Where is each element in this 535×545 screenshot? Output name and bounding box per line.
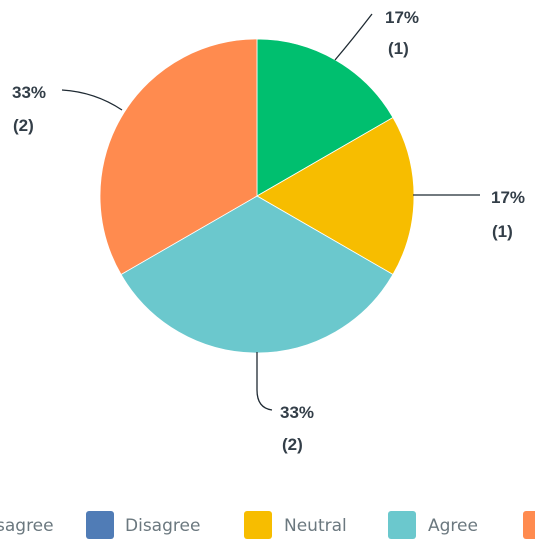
pie-slices xyxy=(99,38,415,354)
slice-1-percent-label: 17% xyxy=(385,8,419,27)
leader-line-slice-4 xyxy=(61,89,123,111)
legend-label-strongly-disagree: sagree xyxy=(0,516,54,536)
slice-3-count-label: (2) xyxy=(282,435,303,454)
slice-3-percent-label: 33% xyxy=(280,403,314,422)
slice-1-count-label: (1) xyxy=(388,39,409,58)
pie-slice-2 xyxy=(256,116,415,276)
legend: sagree Disagree Neutral Agree xyxy=(0,511,535,539)
leader-line-slice-1 xyxy=(334,13,373,61)
slice-2-percent-label: 17% xyxy=(491,188,525,207)
legend-swatch-strongly-agree xyxy=(523,511,535,539)
legend-label-disagree: Disagree xyxy=(125,516,200,536)
legend-label-neutral: Neutral xyxy=(284,516,347,536)
slice-2-count-label: (1) xyxy=(492,222,513,241)
slice-4-percent-label: 33% xyxy=(12,83,46,102)
pie-slice-4 xyxy=(99,38,258,276)
legend-label-agree: Agree xyxy=(428,516,478,536)
leader-line-slice-3 xyxy=(256,352,273,411)
legend-swatch-agree xyxy=(388,511,416,539)
slice-4-count-label: (2) xyxy=(13,116,34,135)
legend-swatch-neutral xyxy=(244,511,272,539)
legend-swatch-disagree xyxy=(86,511,114,539)
